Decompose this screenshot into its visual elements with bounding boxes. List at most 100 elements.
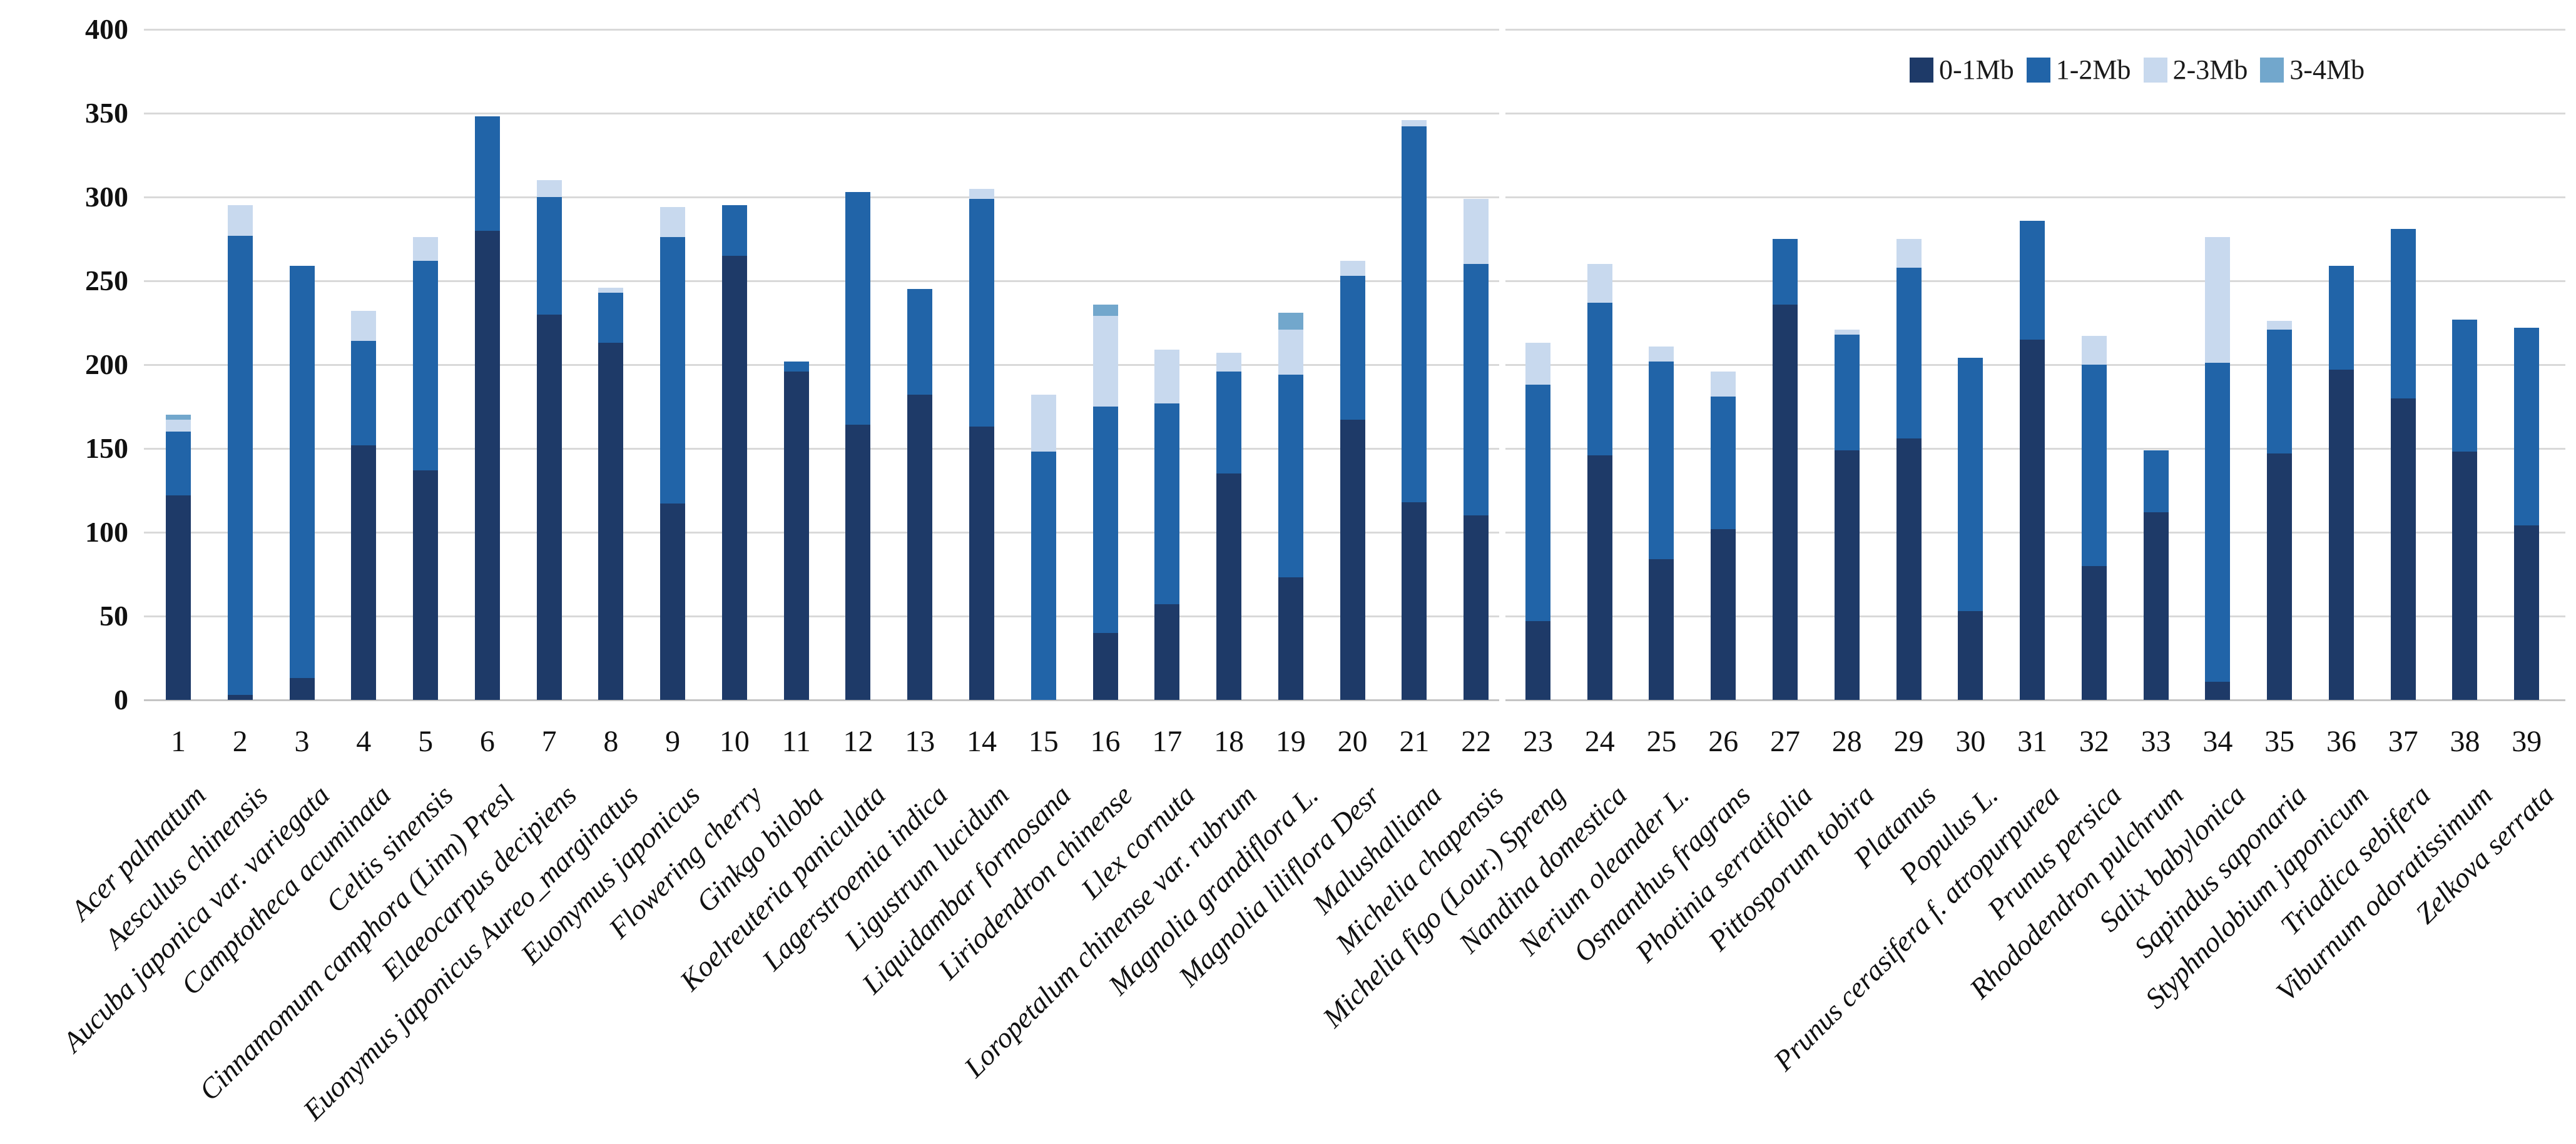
bar-18-segment-2-3Mb (1216, 353, 1242, 372)
bar-17-segment-0-1Mb (1154, 604, 1180, 700)
bar-16-segment-1-2Mb (1092, 407, 1118, 633)
x-number-15: 15 (1028, 725, 1059, 758)
gridline-250 (144, 280, 1499, 282)
x-number-5: 5 (418, 725, 434, 758)
x-number-13: 13 (905, 725, 935, 758)
x-number-12: 12 (843, 725, 873, 758)
gridline-100 (144, 531, 1499, 534)
bar-5-segment-2-3Mb (413, 237, 439, 261)
bar-37-segment-1-2Mb (2390, 228, 2416, 398)
bar-34-segment-1-2Mb (2205, 363, 2231, 682)
bar-2-segment-1-2Mb (227, 235, 253, 695)
x-number-1: 1 (171, 725, 186, 758)
bar-16-segment-2-3Mb (1092, 316, 1118, 407)
bar-8-segment-1-2Mb (598, 292, 624, 343)
x-number-34: 34 (2202, 725, 2233, 758)
bar-26-segment-0-1Mb (1711, 529, 1736, 700)
x-number-7: 7 (541, 725, 557, 758)
gridline-0 (144, 699, 1499, 701)
bar-32-segment-0-1Mb (2081, 565, 2107, 700)
bar-31-segment-0-1Mb (2020, 339, 2045, 700)
y-tick-label-300: 300 (85, 181, 128, 213)
legend-label-0-1Mb: 0-1Mb (1939, 54, 2014, 85)
x-number-9: 9 (665, 725, 681, 758)
bar-38-segment-0-1Mb (2452, 452, 2478, 700)
x-number-4: 4 (356, 725, 372, 758)
bar-10-segment-0-1Mb (721, 255, 747, 700)
bar-23-segment-0-1Mb (1525, 621, 1550, 700)
bar-5-segment-0-1Mb (413, 470, 439, 700)
legend-label-1-2Mb: 1-2Mb (2055, 54, 2131, 85)
bar-31-segment-1-2Mb (2020, 220, 2045, 340)
x-number-28: 28 (1831, 725, 1862, 758)
bar-14-segment-0-1Mb (969, 427, 994, 700)
x-number-24: 24 (1584, 725, 1615, 758)
x-number-25: 25 (1646, 725, 1677, 758)
y-tick-label-400: 400 (85, 13, 128, 45)
x-number-39: 39 (2512, 725, 2542, 758)
x-number-6: 6 (479, 725, 495, 758)
bar-10-segment-1-2Mb (721, 205, 747, 256)
bar-21-segment-1-2Mb (1402, 126, 1427, 502)
x-number-26: 26 (1708, 725, 1739, 758)
bar-21-segment-2-3Mb (1402, 119, 1427, 127)
x-number-18: 18 (1214, 725, 1245, 758)
x-number-38: 38 (2450, 725, 2480, 758)
bar-29-segment-1-2Mb (1896, 267, 1922, 438)
legend-swatch-1-2Mb (2026, 58, 2050, 83)
bar-25-segment-1-2Mb (1649, 361, 1674, 559)
bar-12-segment-0-1Mb (845, 425, 871, 700)
x-number-35: 35 (2264, 725, 2295, 758)
chart-legend: 0-1Mb 1-2Mb 2-3Mb 3-4Mb (1910, 56, 2377, 84)
bar-23-segment-2-3Mb (1525, 343, 1550, 385)
bar-13-segment-1-2Mb (907, 289, 933, 395)
x-number-19: 19 (1275, 725, 1306, 758)
bar-35-segment-0-1Mb (2267, 453, 2293, 700)
bar-32-segment-1-2Mb (2081, 365, 2107, 566)
bar-28-segment-1-2Mb (1834, 334, 1860, 450)
legend-item-1-2Mb: 1-2Mb (2026, 54, 2131, 85)
x-number-27: 27 (1770, 725, 1801, 758)
x-number-2: 2 (232, 725, 248, 758)
bar-34-segment-2-3Mb (2205, 237, 2231, 363)
gridline-200 (144, 363, 1499, 366)
bar-7-segment-1-2Mb (536, 197, 562, 315)
gridline-300 (1505, 196, 2565, 198)
bar-22-segment-1-2Mb (1464, 264, 1489, 516)
bar-5-segment-1-2Mb (413, 260, 439, 470)
bar-20-segment-0-1Mb (1340, 420, 1365, 700)
bar-2-segment-2-3Mb (227, 205, 253, 236)
legend-swatch-0-1Mb (1910, 58, 1933, 83)
bar-4-segment-0-1Mb (351, 445, 377, 700)
bar-9-segment-2-3Mb (660, 207, 686, 238)
bar-39-segment-1-2Mb (2514, 328, 2540, 526)
x-number-37: 37 (2388, 725, 2418, 758)
bar-19-segment-1-2Mb (1278, 375, 1303, 578)
bar-30-segment-0-1Mb (1958, 610, 1983, 700)
bar-39-segment-0-1Mb (2514, 525, 2540, 700)
bar-2-segment-0-1Mb (227, 694, 253, 700)
bar-33-segment-1-2Mb (2143, 450, 2169, 512)
x-number-16: 16 (1090, 725, 1121, 758)
x-number-33: 33 (2141, 725, 2171, 758)
x-number-21: 21 (1399, 725, 1430, 758)
y-tick-label-50: 50 (99, 600, 128, 632)
y-tick-label-200: 200 (85, 348, 128, 380)
bar-20-segment-1-2Mb (1340, 275, 1365, 420)
x-number-3: 3 (294, 725, 310, 758)
x-number-36: 36 (2326, 725, 2356, 758)
legend-swatch-3-4Mb (2260, 58, 2284, 83)
gridline-0 (1505, 699, 2565, 701)
bar-38-segment-1-2Mb (2452, 319, 2478, 452)
bar-11-segment-1-2Mb (783, 361, 809, 372)
x-number-17: 17 (1152, 725, 1183, 758)
bar-18-segment-1-2Mb (1216, 371, 1242, 474)
bar-24-segment-0-1Mb (1587, 455, 1612, 700)
x-number-22: 22 (1461, 725, 1492, 758)
bar-9-segment-1-2Mb (660, 237, 686, 504)
gridline-350 (1505, 112, 2565, 114)
x-number-20: 20 (1337, 725, 1368, 758)
bar-3-segment-0-1Mb (289, 678, 315, 700)
legend-label-3-4Mb: 3-4Mb (2289, 54, 2365, 85)
